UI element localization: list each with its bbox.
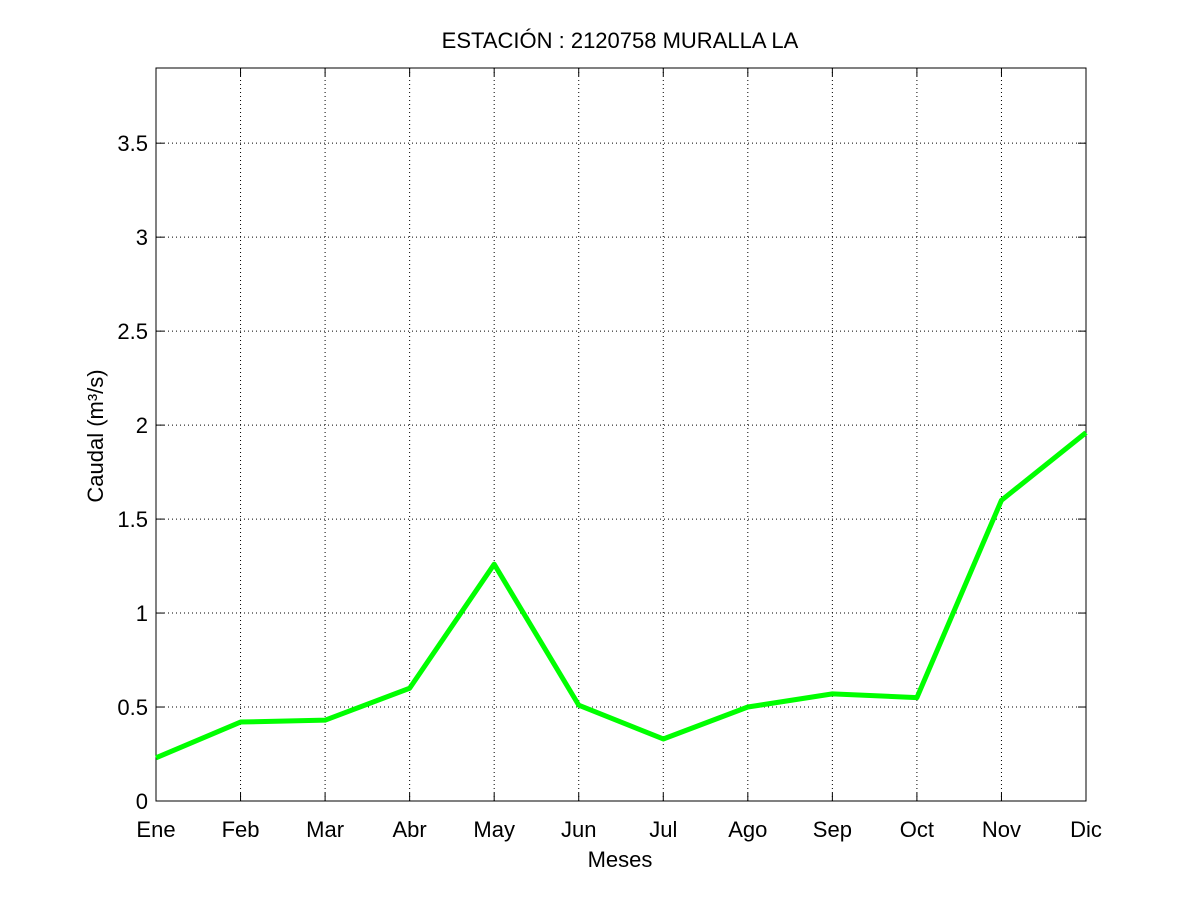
x-tick-label: Nov (982, 817, 1021, 842)
x-tick-label: Mar (306, 817, 344, 842)
ticks: Ene Feb Mar Abr May Jun Jul Ago Sep Oct Nov Dic 0 0.5… (117, 68, 1102, 842)
y-tick-label: 3.5 (117, 131, 148, 156)
series-layer (155, 430, 1088, 761)
x-tick-label: Sep (813, 817, 852, 842)
y-tick-label: 2 (136, 413, 148, 438)
series-line (155, 430, 1088, 761)
x-tick-label: May (473, 817, 515, 842)
y-tick-label: 2.5 (117, 319, 148, 344)
x-tick-label: Jun (561, 817, 596, 842)
y-axis-label: Caudal (m³/s) (83, 369, 108, 502)
y-tick-label: 1.5 (117, 507, 148, 532)
x-tick-label: Abr (393, 817, 427, 842)
x-tick-label: Jul (649, 817, 677, 842)
y-tick-label: 0 (136, 789, 148, 814)
chart-title: ESTACIÓN : 2120758 MURALLA LA (442, 28, 799, 53)
grid (156, 68, 1086, 801)
x-tick-label: Ago (728, 817, 767, 842)
x-tick-label: Feb (222, 817, 260, 842)
y-tick-label: 0.5 (117, 695, 148, 720)
x-tick-label: Oct (900, 817, 934, 842)
x-tick-label: Ene (136, 817, 175, 842)
x-axis-label: Meses (588, 847, 653, 872)
y-tick-label: 3 (136, 225, 148, 250)
x-tick-label: Dic (1070, 817, 1102, 842)
y-tick-label: 1 (136, 601, 148, 626)
